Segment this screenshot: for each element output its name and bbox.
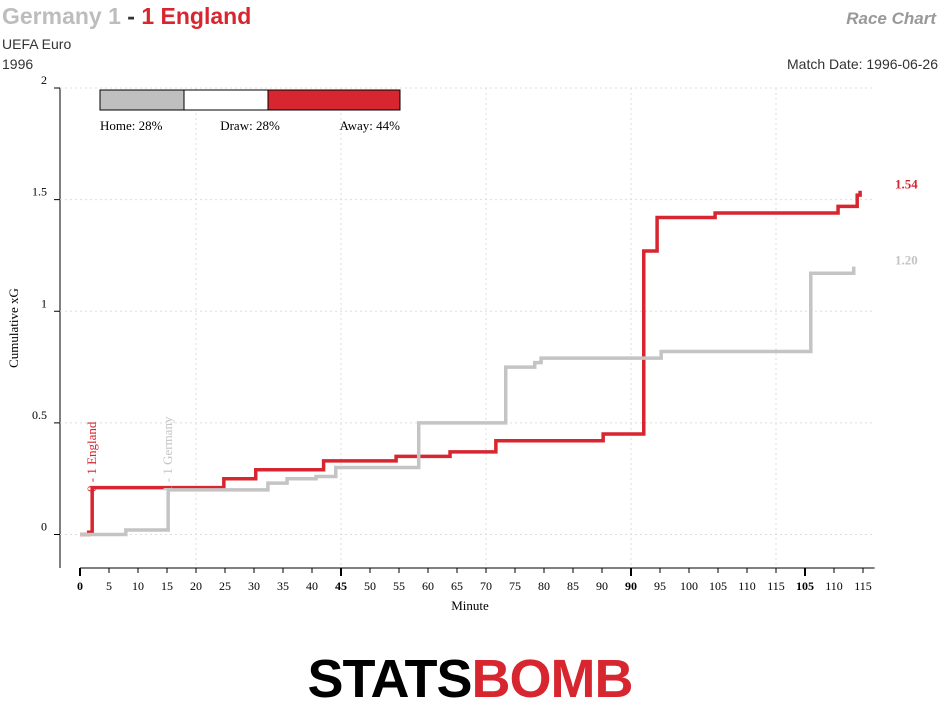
x-tick-label: 90	[625, 579, 637, 593]
x-tick-label: 60	[422, 579, 434, 593]
match-date: Match Date: 1996-06-26	[787, 56, 938, 72]
x-tick-label: 115	[767, 579, 785, 593]
logo: STATSBOMB	[308, 649, 633, 709]
xg-line	[80, 266, 856, 537]
probability-label: Away: 44%	[339, 118, 400, 133]
x-tick-label: 115	[854, 579, 872, 593]
x-tick-label: 30	[248, 579, 260, 593]
y-tick-label: 0.5	[32, 408, 47, 422]
probability-segment	[183, 89, 269, 111]
end-label: 1.20	[895, 253, 918, 268]
competition: UEFA Euro	[2, 36, 71, 52]
goal-annotation: 0 - 1 England	[84, 421, 99, 492]
probability-label: Home: 28%	[100, 118, 163, 133]
title-separator: -	[121, 3, 141, 29]
x-tick-label: 55	[393, 579, 405, 593]
probability-label: Draw: 28%	[220, 118, 280, 133]
x-tick-label: 65	[451, 579, 463, 593]
x-tick-label: 110	[825, 579, 843, 593]
logo-part: STATS	[308, 649, 472, 709]
x-tick-label: 25	[219, 579, 231, 593]
x-tick-label: 45	[335, 579, 347, 593]
x-tick-label: 50	[364, 579, 376, 593]
x-tick-label: 70	[480, 579, 492, 593]
x-tick-label: 105	[709, 579, 727, 593]
x-tick-label: 5	[106, 579, 112, 593]
x-tick-label: 0	[77, 579, 83, 593]
x-tick-label: 105	[796, 579, 814, 593]
x-tick-label: 75	[509, 579, 521, 593]
chart-name: Race Chart	[846, 9, 937, 28]
x-tick-label: 95	[654, 579, 666, 593]
x-tick-label: 85	[567, 579, 579, 593]
y-tick-label: 1	[41, 296, 47, 310]
end-label: 1.54	[895, 177, 918, 192]
x-tick-label: 90	[596, 579, 608, 593]
season: 1996	[2, 56, 33, 72]
home-title: Germany 1	[2, 3, 121, 29]
x-axis-label: Minute	[451, 598, 489, 613]
x-tick-label: 10	[132, 579, 144, 593]
logo-part: BOMB	[472, 649, 633, 709]
title: Germany 1 - 1 England	[2, 3, 251, 29]
x-tick-label: 20	[190, 579, 202, 593]
y-tick-label: 2	[41, 73, 47, 87]
x-tick-label: 100	[680, 579, 698, 593]
xg-line	[80, 190, 862, 537]
y-axis-label: Cumulative xG	[6, 288, 21, 368]
x-tick-label: 40	[306, 579, 318, 593]
goal-annotation: 1 - 1 Germany	[160, 416, 175, 492]
away-title: 1 England	[141, 3, 251, 29]
y-tick-label: 1.5	[32, 185, 47, 199]
probability-segment	[99, 89, 185, 111]
x-tick-label: 80	[538, 579, 550, 593]
x-tick-label: 35	[277, 579, 289, 593]
y-tick-label: 0	[41, 520, 47, 534]
x-tick-label: 15	[161, 579, 173, 593]
probability-segment	[267, 89, 401, 111]
x-tick-label: 110	[738, 579, 756, 593]
